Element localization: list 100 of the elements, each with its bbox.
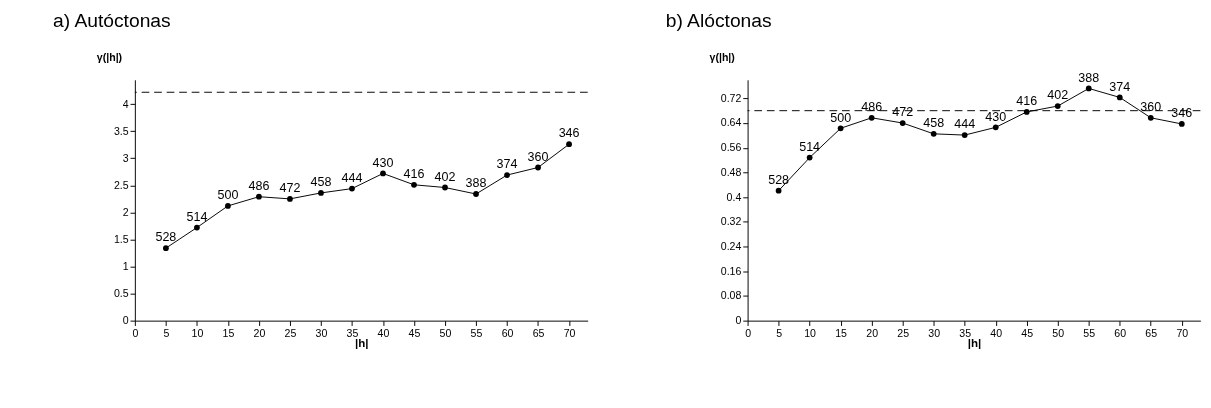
x-tick-label: 35	[959, 326, 972, 339]
annotation: 402	[434, 169, 456, 184]
point	[961, 132, 968, 138]
y-tick-label: 2.5	[113, 178, 129, 191]
point	[318, 190, 324, 196]
annotation: 500	[830, 110, 852, 125]
point	[1147, 114, 1154, 121]
annotation: 444	[954, 117, 976, 132]
y-tick-label: 0.32	[720, 215, 742, 228]
y-tick-label: 0.24	[720, 239, 742, 252]
point	[504, 172, 510, 178]
x-tick-label: 45	[1021, 326, 1034, 339]
annotation: 388	[465, 176, 487, 191]
x-tick-label: 60	[501, 326, 514, 339]
annotation: 416	[1016, 94, 1038, 109]
y-tick-label: 0	[122, 314, 129, 327]
y-tick-label: 1.5	[113, 232, 129, 245]
x-tick-label: 30	[928, 326, 941, 339]
chart-title: a) Autóctonas	[52, 9, 171, 31]
x-tick-label: 10	[804, 326, 817, 339]
point	[287, 195, 293, 202]
annotation: 416	[403, 167, 425, 182]
x-tick-label: 55	[1083, 326, 1096, 339]
annotation: 514	[186, 209, 208, 224]
point	[775, 187, 782, 194]
x-tick-label: 65	[1145, 326, 1158, 339]
y-tick-label: 0.4	[726, 190, 742, 203]
y-tick-label: 0.48	[720, 165, 742, 178]
point	[868, 114, 875, 121]
y-tick-label: 0.16	[720, 264, 742, 277]
y-tick-label: 3	[122, 151, 129, 164]
point	[380, 170, 386, 177]
y-axis-title: γ(|h|)	[709, 51, 735, 64]
point	[535, 164, 541, 171]
x-tick-label: 30	[315, 326, 328, 339]
y-tick-label: 0.64	[720, 116, 742, 129]
x-tick-label: 0	[132, 326, 139, 339]
annotation: 486	[248, 178, 270, 193]
annotation: 472	[279, 181, 301, 196]
annotation: 528	[768, 172, 790, 187]
annotation: 346	[558, 126, 580, 141]
x-tick-label: 15	[835, 326, 848, 339]
point	[837, 125, 844, 132]
y-tick-label: 2	[122, 205, 129, 218]
annotation: 430	[372, 155, 394, 170]
x-tick-label: 50	[439, 326, 452, 339]
x-tick-label: 60	[1114, 326, 1127, 339]
x-tick-label: 5	[776, 326, 783, 339]
point	[473, 191, 479, 197]
point	[1178, 121, 1185, 127]
annotation: 388	[1078, 70, 1100, 85]
y-tick-label: 3.5	[113, 124, 129, 137]
point	[442, 184, 448, 191]
point	[1054, 103, 1061, 109]
y-tick-label: 0.72	[720, 91, 742, 104]
x-tick-label: 10	[191, 326, 204, 339]
annotation: 402	[1047, 88, 1069, 103]
x-axis-title: |h|	[967, 337, 982, 350]
y-tick-label: 1	[122, 259, 129, 272]
point	[806, 154, 813, 161]
x-tick-label: 35	[346, 326, 359, 339]
point	[930, 130, 937, 137]
x-tick-label: 50	[1052, 326, 1065, 339]
annotation: 514	[799, 139, 821, 154]
point	[992, 124, 999, 131]
y-tick-label: 0.56	[720, 141, 742, 154]
chart-title: b) Alóctonas	[665, 9, 772, 31]
x-tick-label: 20	[866, 326, 879, 339]
annotation: 360	[527, 149, 549, 164]
point	[411, 181, 417, 188]
x-tick-label: 25	[897, 326, 910, 339]
annotation: 444	[341, 170, 363, 185]
x-tick-label: 0	[745, 326, 752, 339]
annotation: 458	[923, 116, 945, 131]
annotation: 374	[496, 157, 518, 172]
annotation: 374	[1109, 79, 1131, 94]
annotation: 430	[985, 109, 1007, 124]
point	[225, 203, 231, 209]
point	[163, 245, 169, 252]
x-tick-label: 65	[532, 326, 545, 339]
point	[899, 120, 906, 126]
x-tick-label: 5	[163, 326, 170, 339]
x-tick-label: 25	[284, 326, 297, 339]
point	[194, 224, 200, 231]
x-axis-title: |h|	[355, 337, 369, 350]
annotation: 528	[155, 230, 177, 245]
x-tick-label: 15	[222, 326, 235, 339]
y-tick-label: 0.5	[113, 286, 129, 299]
y-tick-label: 0.08	[720, 289, 742, 302]
x-tick-label: 70	[563, 326, 576, 339]
x-tick-label: 45	[408, 326, 421, 339]
annotation: 500	[217, 188, 239, 203]
x-tick-label: 70	[1176, 326, 1189, 339]
point	[1085, 85, 1092, 92]
x-tick-label: 40	[990, 326, 1003, 339]
annotation: 486	[861, 100, 883, 115]
point	[349, 185, 355, 192]
annotation: 346	[1171, 106, 1193, 121]
y-axis-title: γ(|h|)	[96, 51, 123, 64]
x-tick-label: 55	[470, 326, 483, 339]
